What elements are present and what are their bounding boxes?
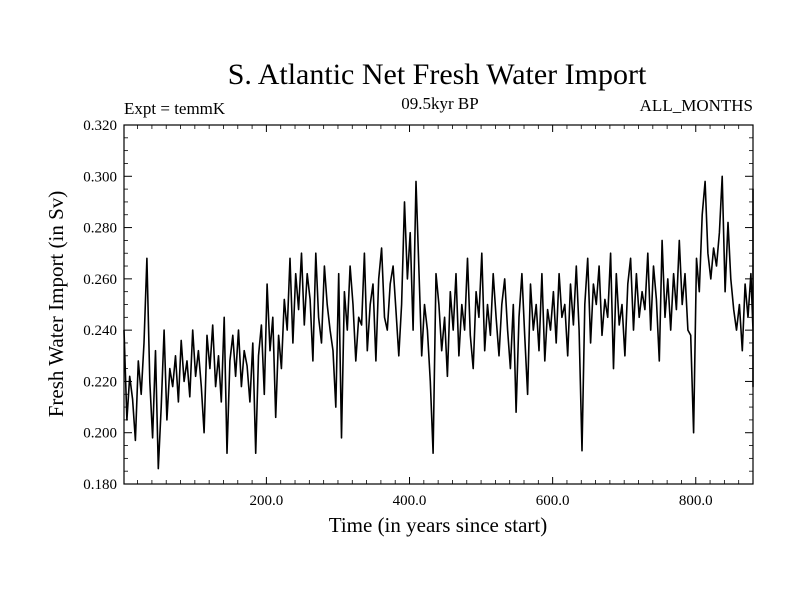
y-tick-label: 0.280 (83, 221, 117, 237)
plot-frame (123, 124, 754, 485)
x-tick-label: 800.0 (679, 493, 713, 509)
y-axis-label: Fresh Water Import (in Sv) (44, 191, 68, 418)
x-tick-label: 400.0 (393, 493, 427, 509)
series-line-net-fresh-water-import (123, 175, 754, 470)
chart-subtitle: 09.5kyr BP (401, 94, 478, 113)
y-tick-label: 0.240 (83, 323, 117, 339)
y-tick-label: 0.200 (83, 426, 117, 442)
y-tick-label: 0.320 (83, 118, 117, 134)
y-axis-tick-labels: 0.180 0.200 0.220 0.240 0.260 0.280 0.300 0.320 (83, 118, 117, 493)
y-tick-label: 0.220 (83, 374, 117, 390)
y-tick-label: 0.260 (83, 272, 117, 288)
x-axis-label: Time (in years since start) (329, 513, 548, 537)
x-axis-tick-labels: 200.0 400.0 600.0 800.0 (250, 493, 713, 509)
x-axis-ticks (137, 125, 754, 484)
y-tick-label: 0.300 (83, 169, 117, 185)
y-tick-label: 0.180 (83, 477, 117, 493)
chart-title: S. Atlantic Net Fresh Water Import (228, 58, 647, 91)
months-label: ALL_MONTHS (640, 96, 753, 115)
experiment-label: Expt = temmK (124, 99, 226, 118)
x-tick-label: 600.0 (536, 493, 570, 509)
x-tick-label: 200.0 (250, 493, 284, 509)
